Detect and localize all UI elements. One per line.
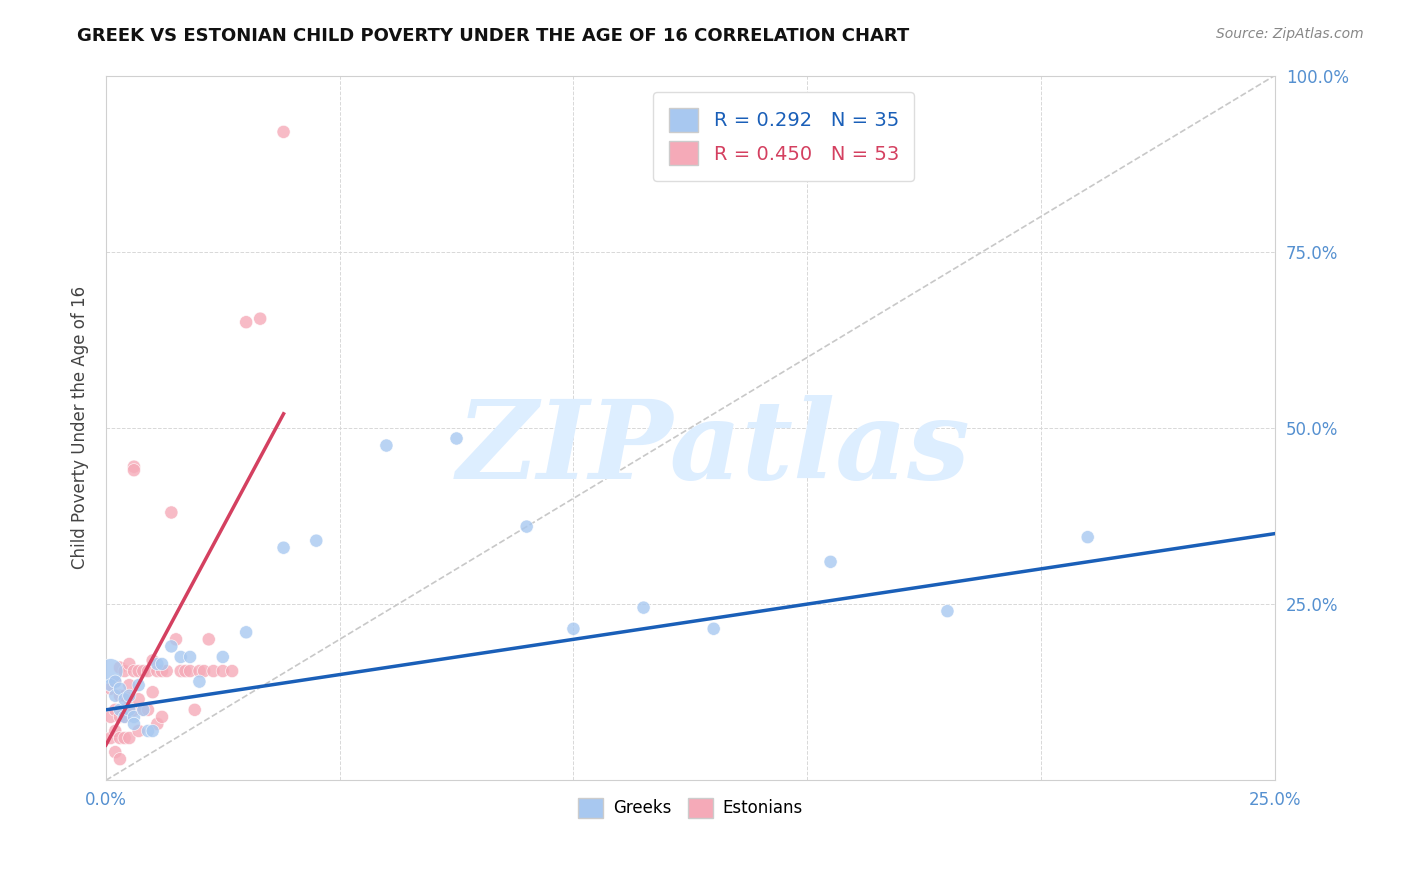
Point	[160, 640, 183, 654]
Point	[170, 664, 193, 678]
Point	[108, 689, 131, 703]
Text: GREEK VS ESTONIAN CHILD POVERTY UNDER THE AGE OF 16 CORRELATION CHART: GREEK VS ESTONIAN CHILD POVERTY UNDER TH…	[77, 27, 910, 45]
Point	[100, 710, 122, 724]
Point	[136, 664, 159, 678]
Point	[128, 678, 150, 692]
Point	[118, 689, 141, 703]
Point	[114, 710, 136, 724]
Point	[132, 664, 155, 678]
Point	[114, 692, 136, 706]
Point	[118, 678, 141, 692]
Point	[235, 315, 257, 329]
Point	[100, 664, 122, 678]
Point	[1077, 530, 1099, 544]
Point	[188, 674, 211, 689]
Point	[104, 674, 127, 689]
Point	[104, 703, 127, 717]
Point	[165, 632, 187, 647]
Point	[122, 463, 145, 477]
Point	[108, 660, 131, 674]
Point	[114, 731, 136, 745]
Point	[132, 703, 155, 717]
Text: Source: ZipAtlas.com: Source: ZipAtlas.com	[1216, 27, 1364, 41]
Point	[211, 664, 233, 678]
Point	[104, 745, 127, 759]
Point	[104, 723, 127, 738]
Point	[128, 723, 150, 738]
Point	[188, 664, 211, 678]
Point	[136, 703, 159, 717]
Point	[249, 311, 271, 326]
Point	[820, 555, 842, 569]
Point	[936, 604, 959, 618]
Point	[114, 689, 136, 703]
Point	[100, 731, 122, 745]
Point	[114, 710, 136, 724]
Point	[146, 717, 169, 731]
Point	[108, 710, 131, 724]
Point	[235, 625, 257, 640]
Point	[104, 689, 127, 703]
Point	[132, 703, 155, 717]
Point	[179, 664, 201, 678]
Point	[703, 622, 725, 636]
Point	[122, 710, 145, 724]
Legend: Greeks, Estonians: Greeks, Estonians	[571, 791, 810, 825]
Point	[516, 519, 538, 533]
Point	[273, 125, 295, 139]
Point	[108, 752, 131, 766]
Point	[100, 678, 122, 692]
Point	[174, 664, 197, 678]
Point	[160, 506, 183, 520]
Point	[108, 681, 131, 696]
Point	[184, 703, 207, 717]
Point	[146, 664, 169, 678]
Point	[136, 723, 159, 738]
Point	[150, 657, 173, 671]
Point	[104, 674, 127, 689]
Point	[156, 664, 179, 678]
Point	[142, 685, 165, 699]
Point	[118, 699, 141, 714]
Point	[305, 533, 328, 548]
Point	[221, 664, 243, 678]
Point	[633, 600, 655, 615]
Point	[273, 541, 295, 555]
Point	[197, 632, 219, 647]
Point	[100, 681, 122, 696]
Point	[202, 664, 225, 678]
Point	[108, 731, 131, 745]
Point	[118, 731, 141, 745]
Point	[142, 723, 165, 738]
Text: ZIPatlas: ZIPatlas	[457, 395, 970, 503]
Point	[128, 664, 150, 678]
Y-axis label: Child Poverty Under the Age of 16: Child Poverty Under the Age of 16	[72, 286, 89, 569]
Point	[128, 692, 150, 706]
Point	[150, 664, 173, 678]
Point	[562, 622, 585, 636]
Point	[114, 664, 136, 678]
Point	[193, 664, 215, 678]
Point	[375, 438, 398, 452]
Point	[446, 432, 468, 446]
Point	[179, 650, 201, 665]
Point	[122, 703, 145, 717]
Point	[150, 710, 173, 724]
Point	[170, 650, 193, 665]
Point	[122, 664, 145, 678]
Point	[211, 650, 233, 665]
Point	[118, 657, 141, 671]
Point	[146, 657, 169, 671]
Point	[118, 703, 141, 717]
Point	[142, 653, 165, 667]
Point	[122, 717, 145, 731]
Point	[108, 703, 131, 717]
Point	[122, 459, 145, 474]
